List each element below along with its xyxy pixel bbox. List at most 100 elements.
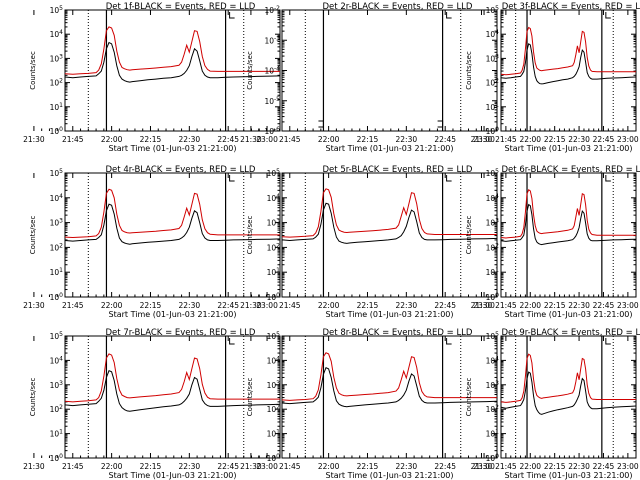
tick-exponent: 0: [495, 292, 499, 299]
tick-base: 10: [486, 6, 496, 15]
tick-base: 10: [486, 454, 496, 463]
y-tick-label: 101: [486, 429, 500, 439]
detector-panel-3: Det 3f-BLACK = Events, RED = LLD10010110…: [465, 2, 640, 153]
detector-panel-9: Det 9r-BLACK = Events, RED = LLD10010110…: [465, 328, 640, 480]
series-line-events: [501, 42, 636, 85]
tick-base: 10: [264, 67, 274, 76]
x-tick-label: 21:45: [495, 462, 517, 471]
y-tick-label: 101: [267, 267, 281, 277]
y-tick-label: 101: [50, 102, 64, 112]
tick-exponent: 0: [495, 453, 499, 460]
tick-base: 10: [486, 219, 496, 228]
tick-exponent: 5: [495, 5, 499, 12]
y-tick-label: 102: [50, 404, 64, 414]
y-axis-label: Counts/sec: [29, 378, 37, 417]
tick-base: 10: [50, 268, 60, 277]
panel-title: Det 8r-BLACK = Events, RED = LLD: [323, 328, 473, 338]
tick-base: 10: [486, 79, 496, 88]
y-tick-label: 105: [267, 331, 281, 341]
y-tick-label: 100: [50, 126, 64, 136]
panel-title: Det 3f-BLACK = Events, RED = LLD: [502, 2, 640, 12]
y-axis-label: Counts/sec: [465, 378, 473, 417]
tick-base: 10: [486, 430, 496, 439]
x-tick-label: 22:45: [434, 135, 456, 144]
y-tick-label: 105: [486, 168, 500, 178]
flag-glyph: [446, 175, 452, 182]
tick-exponent: 3: [59, 218, 63, 225]
empty-detector-stub: [318, 120, 324, 128]
x-tick-label: 22:45: [593, 135, 615, 144]
y-axis-label: Counts/sec: [29, 216, 37, 255]
tick-exponent: 1: [495, 429, 499, 436]
tick-base: 10: [486, 103, 496, 112]
tick-base: 10: [267, 194, 277, 203]
y-tick-label: 100: [486, 126, 500, 136]
x-tick-label: 22:15: [357, 301, 379, 310]
y-tick-label: 103: [486, 53, 500, 63]
x-tick-label: 21:30: [471, 135, 493, 144]
tick-exponent: 3: [495, 218, 499, 225]
tick-base: 10: [50, 430, 60, 439]
tick-exponent: 2: [276, 242, 280, 249]
x-tick-label: 22:00: [101, 462, 123, 471]
x-tick-label: 22:00: [318, 135, 340, 144]
tick-base: 10: [486, 30, 496, 39]
x-tick-label: 22:45: [434, 462, 456, 471]
x-tick-label: 22:30: [396, 301, 418, 310]
y-tick-label: 103: [267, 380, 281, 390]
y-tick-label: 105: [267, 168, 281, 178]
x-tick-label: 22:30: [568, 301, 590, 310]
series-line-events: [282, 367, 497, 408]
y-tick-label: 10-4: [264, 66, 280, 76]
tick-base: 10: [486, 194, 496, 203]
tick-exponent: 1: [495, 267, 499, 274]
x-tick-label: 22:30: [568, 135, 590, 144]
x-tick-label: 22:00: [318, 462, 340, 471]
y-axis-label: Counts/sec: [246, 51, 254, 90]
y-tick-label: 102: [486, 404, 500, 414]
plot-frame: [500, 335, 637, 459]
x-tick-label: 22:00: [519, 301, 541, 310]
y-axis-label: Counts/sec: [246, 378, 254, 417]
flag-glyph: [605, 175, 611, 182]
y-tick-label: 100: [267, 292, 281, 302]
flag-glyph: [229, 12, 235, 19]
y-axis-label: Counts/sec: [465, 51, 473, 90]
tick-base: 10: [267, 454, 277, 463]
tick-base: 10: [50, 454, 60, 463]
series-line-events: [65, 41, 280, 83]
tick-base: 10: [264, 97, 274, 106]
x-tick-label: 22:45: [217, 301, 239, 310]
y-tick-label: 105: [50, 168, 64, 178]
tick-exponent: 3: [59, 53, 63, 60]
tick-base: 10: [267, 219, 277, 228]
plot-frame: [64, 335, 281, 459]
plot-frame: [281, 335, 498, 459]
tick-exponent: 5: [59, 168, 63, 175]
tick-exponent: 4: [495, 193, 499, 200]
tick-exponent: -6: [274, 126, 280, 133]
detector-panel-5: Det 5r-BLACK = Events, RED = LLD10010110…: [240, 165, 498, 319]
tick-exponent: 2: [276, 404, 280, 411]
tick-exponent: 2: [495, 242, 499, 249]
y-tick-label: 10-2: [264, 5, 280, 15]
x-tick-label: 21:45: [62, 462, 84, 471]
tick-base: 10: [486, 169, 496, 178]
x-axis-label: Start Time (01-Jun-03 21:21:00): [109, 471, 237, 480]
x-axis-label: Start Time (01-Jun-03 21:21:00): [326, 310, 454, 319]
tick-exponent: 1: [59, 102, 63, 109]
tick-base: 10: [267, 268, 277, 277]
y-tick-label: 102: [50, 242, 64, 252]
tick-base: 10: [264, 6, 274, 15]
tick-base: 10: [486, 405, 496, 414]
tick-base: 10: [486, 243, 496, 252]
y-tick-label: 105: [50, 331, 64, 341]
flag-glyph: [446, 338, 452, 345]
tick-base: 10: [486, 127, 496, 136]
y-tick-label: 105: [486, 331, 500, 341]
y-tick-label: 10-6: [264, 126, 280, 136]
panel-title: Det 4r-BLACK = Events, RED = LLD: [106, 165, 256, 175]
x-tick-label: 23:00: [256, 462, 278, 471]
x-tick-label: 23:00: [473, 135, 495, 144]
tick-base: 10: [50, 243, 60, 252]
